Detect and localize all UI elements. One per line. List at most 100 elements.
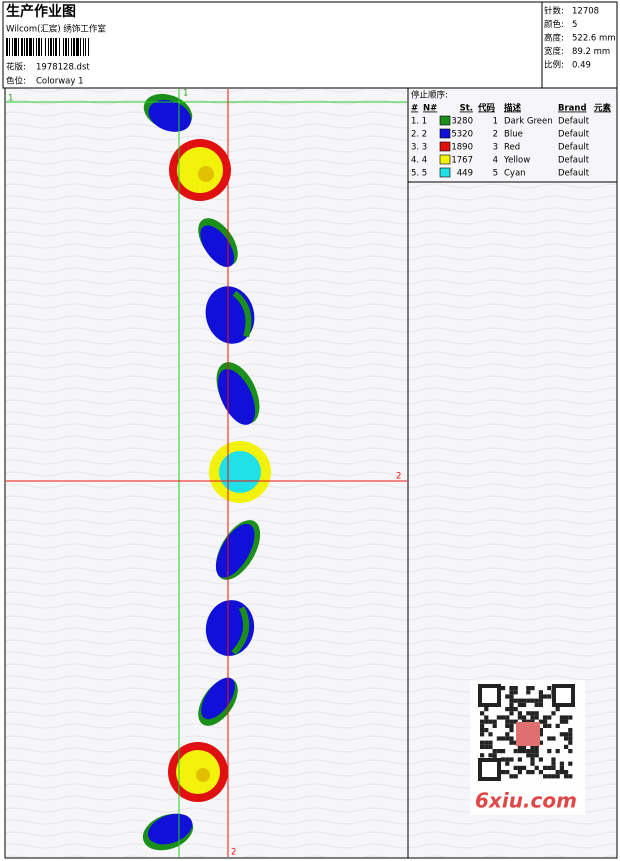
qr-cell xyxy=(534,765,539,770)
stitches: 449 xyxy=(457,169,473,179)
guide-label: 2 xyxy=(231,848,236,858)
qr-cell xyxy=(488,732,493,737)
qr-cell xyxy=(480,723,485,728)
qr-cell xyxy=(484,744,489,749)
qr-cell xyxy=(551,765,556,770)
qr-cell xyxy=(484,728,489,733)
bar xyxy=(33,38,34,56)
qr-cell xyxy=(543,774,548,779)
qr-cell xyxy=(492,749,497,754)
bar xyxy=(12,38,13,56)
qr-cell xyxy=(513,707,518,712)
qr-cell xyxy=(480,719,485,724)
qr-cell xyxy=(551,711,556,716)
qr-cell xyxy=(564,770,569,775)
qr-cell xyxy=(568,728,573,733)
qr-cell xyxy=(551,761,556,766)
code: 1 xyxy=(493,117,498,127)
qr-cell xyxy=(543,723,548,728)
qr-cell xyxy=(564,736,569,741)
qr-cell xyxy=(538,719,543,724)
qr-cell xyxy=(522,744,527,749)
code: 5 xyxy=(493,169,498,179)
qr-cell xyxy=(496,749,501,754)
qr-cell xyxy=(505,707,510,712)
qr-cell xyxy=(509,690,514,695)
bar xyxy=(14,38,17,56)
row-index: 4. 4 xyxy=(411,156,427,166)
bar xyxy=(88,38,89,56)
description: Blue xyxy=(504,130,523,140)
qr-code xyxy=(478,684,575,781)
qr-cell xyxy=(526,719,531,724)
color-swatch xyxy=(439,141,451,152)
bar xyxy=(48,38,49,56)
qr-cell xyxy=(526,711,531,716)
qr-cell xyxy=(568,736,573,741)
qr-cell xyxy=(509,719,514,724)
qr-cell xyxy=(513,774,518,779)
qr-cell xyxy=(480,753,485,758)
qr-cell xyxy=(530,711,535,716)
qr-cell xyxy=(555,770,560,775)
fabric xyxy=(6,89,407,857)
bar xyxy=(38,38,40,56)
qr-cell xyxy=(480,728,485,733)
qr-cell xyxy=(505,757,510,762)
qr-cell xyxy=(555,749,560,754)
qr-cell xyxy=(480,711,485,716)
guide-label: 1 xyxy=(8,94,13,104)
brand: Default xyxy=(558,143,590,153)
qr-cell xyxy=(547,736,552,741)
qr-cell xyxy=(564,732,569,737)
bar xyxy=(76,38,79,56)
bar xyxy=(63,38,64,56)
qr-cell xyxy=(559,761,564,766)
watermark: 6xiu.com xyxy=(475,789,577,813)
bar xyxy=(26,38,28,56)
qr-cell xyxy=(564,744,569,749)
row-index: 5. 5 xyxy=(411,169,427,179)
code: 3 xyxy=(493,143,498,153)
qr-cell xyxy=(559,770,564,775)
column-header: 代码 xyxy=(477,103,496,114)
qr-cell xyxy=(509,757,514,762)
qr-cell xyxy=(492,723,497,728)
qr-cell xyxy=(559,765,564,770)
qr-cell xyxy=(488,744,493,749)
qr-cell xyxy=(547,749,552,754)
brand: Default xyxy=(558,169,590,179)
qr-cell xyxy=(513,765,518,770)
qr-cell xyxy=(522,749,527,754)
qr-cell xyxy=(526,753,531,758)
bar xyxy=(83,38,84,56)
barcode xyxy=(6,38,89,56)
bar xyxy=(18,38,19,56)
qr-cell xyxy=(480,732,485,737)
qr-cell xyxy=(488,719,493,724)
qr-cell xyxy=(509,686,514,691)
qr-cell xyxy=(492,719,497,724)
qr-cell xyxy=(513,686,518,691)
bar xyxy=(59,38,60,56)
qr-cell xyxy=(505,732,510,737)
bar xyxy=(68,38,69,56)
qr-cell xyxy=(530,715,535,720)
qr-cell xyxy=(496,736,501,741)
description: Cyan xyxy=(504,169,526,179)
qr-cell xyxy=(517,702,522,707)
qr-cell xyxy=(517,757,522,762)
qr-logo xyxy=(516,722,540,746)
bar xyxy=(50,38,52,56)
qr-cell xyxy=(509,711,514,716)
qr-cell xyxy=(538,728,543,733)
description: Yellow xyxy=(503,156,530,166)
qr-cell xyxy=(559,719,564,724)
stitches: 1767 xyxy=(451,156,473,166)
qr-cell xyxy=(505,770,510,775)
qr-cell xyxy=(509,707,514,712)
bar xyxy=(6,38,8,56)
qr-cell xyxy=(534,749,539,754)
bar xyxy=(29,38,32,56)
design-file: 1978128.dst xyxy=(36,63,90,73)
